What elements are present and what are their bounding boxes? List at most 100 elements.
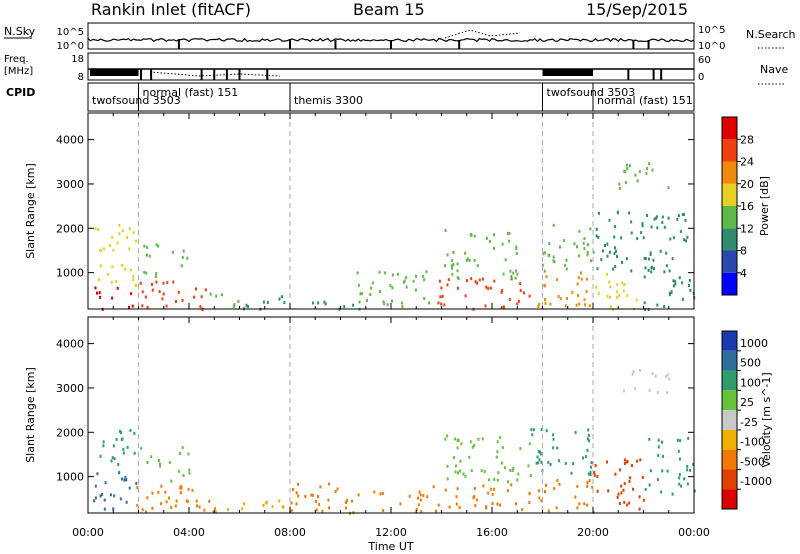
data-cell	[425, 270, 428, 274]
data-cell	[528, 442, 531, 446]
data-cell	[648, 437, 651, 441]
y-tick-label: 3000	[56, 178, 84, 191]
data-cell	[262, 300, 265, 304]
data-cell	[334, 490, 337, 493]
data-cell	[441, 294, 444, 298]
data-cell	[509, 269, 512, 273]
data-cell	[609, 295, 612, 299]
data-cell	[671, 492, 674, 496]
date-title: 15/Sep/2015	[586, 0, 688, 19]
data-cell	[233, 303, 236, 307]
data-cell	[141, 290, 144, 294]
data-cell	[423, 278, 426, 282]
data-cell	[321, 509, 324, 513]
data-cell	[626, 459, 629, 463]
data-cell	[358, 300, 361, 304]
data-cell	[586, 484, 589, 488]
data-cell	[573, 242, 576, 246]
data-cell	[686, 235, 689, 239]
data-cell	[614, 472, 617, 476]
colorbar-tick-label: 16	[740, 200, 754, 213]
y-tick-label: 2000	[56, 222, 84, 235]
data-cell	[632, 487, 634, 491]
data-cell	[482, 277, 484, 281]
data-cell	[678, 476, 681, 480]
data-cell	[405, 285, 408, 289]
data-cell	[678, 276, 681, 280]
data-cell	[446, 434, 449, 438]
data-cell	[597, 292, 600, 295]
data-cell	[132, 274, 135, 278]
data-cell	[596, 475, 599, 478]
data-cell	[594, 464, 597, 467]
data-cell	[503, 466, 506, 470]
data-cell	[565, 267, 568, 271]
data-cell	[656, 226, 659, 230]
data-cell	[502, 305, 505, 309]
data-cell	[500, 306, 503, 310]
data-cell	[478, 278, 481, 282]
freq-label: Freq.	[4, 54, 29, 65]
data-cell	[112, 507, 115, 511]
data-cell	[493, 233, 495, 237]
data-cell	[499, 436, 502, 440]
data-cell	[583, 237, 586, 241]
nave-label: Nave	[760, 63, 788, 76]
data-cell	[536, 455, 539, 459]
data-cell	[497, 471, 500, 475]
data-cell	[378, 290, 381, 294]
data-cell	[141, 508, 144, 512]
data-cell	[608, 280, 611, 284]
data-cell	[643, 301, 646, 305]
data-cell	[420, 510, 423, 514]
power-y-axis-label: Slant Range [km]	[24, 163, 37, 259]
data-cell	[129, 428, 132, 432]
data-cell	[547, 509, 550, 513]
data-cell	[626, 163, 628, 167]
data-cell	[423, 297, 426, 300]
data-cell	[636, 237, 639, 241]
data-cell	[460, 442, 463, 446]
data-cell	[111, 296, 114, 300]
data-cell	[622, 488, 625, 492]
data-cell	[315, 508, 318, 512]
data-cell	[531, 433, 534, 437]
data-cell	[564, 263, 567, 267]
data-cell	[644, 266, 647, 270]
data-cell	[623, 482, 626, 486]
data-cell	[510, 483, 513, 487]
data-cell	[501, 446, 504, 449]
colorbar-cell	[722, 161, 737, 184]
data-cell	[681, 281, 684, 285]
data-cell	[622, 289, 625, 293]
data-cell	[572, 462, 575, 466]
data-cell	[382, 509, 385, 512]
data-cell	[559, 297, 562, 301]
data-cell	[576, 506, 579, 510]
y-tick-label: 4000	[56, 134, 84, 147]
data-cell	[661, 440, 663, 444]
data-cell	[577, 294, 580, 297]
data-cell	[456, 446, 459, 450]
data-cell	[99, 295, 102, 299]
data-cell	[574, 495, 577, 499]
data-cell	[613, 252, 616, 255]
data-cell	[128, 247, 131, 251]
data-cell	[109, 244, 112, 248]
data-cell	[174, 504, 177, 508]
data-cell	[544, 298, 546, 302]
data-cell	[672, 236, 675, 240]
data-cell	[595, 285, 598, 289]
data-cell	[616, 296, 619, 299]
y-tick-label: 1000	[56, 471, 84, 484]
data-cell	[493, 279, 496, 283]
data-cell	[545, 275, 548, 279]
data-cell	[606, 460, 608, 464]
data-cell	[454, 437, 457, 441]
data-cell	[668, 377, 671, 381]
data-cell	[508, 297, 511, 301]
data-cell	[521, 508, 524, 511]
nave-tick-bottom: 0	[698, 72, 704, 83]
data-cell	[464, 294, 467, 298]
data-cell	[195, 504, 198, 508]
